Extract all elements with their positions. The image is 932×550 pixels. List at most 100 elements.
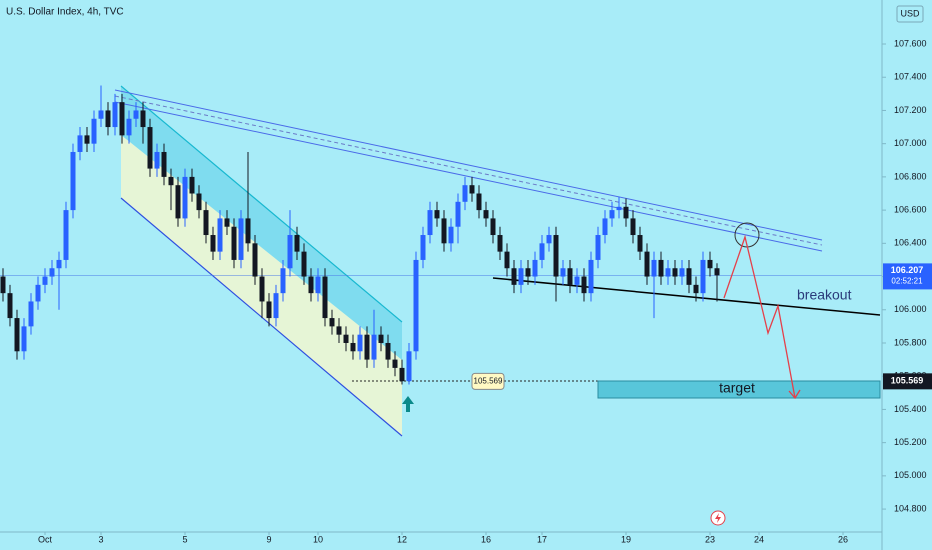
candle-body xyxy=(336,326,342,335)
candle-body xyxy=(392,359,398,368)
x-tick-label: 19 xyxy=(621,534,631,544)
candle-body xyxy=(469,185,475,194)
candle-body xyxy=(91,118,97,144)
candle-body xyxy=(322,276,328,319)
candle-body xyxy=(665,268,671,277)
candle-body xyxy=(371,334,377,360)
candle-body xyxy=(658,259,664,277)
candle-body xyxy=(714,268,720,276)
candle-body xyxy=(42,276,48,285)
y-tick-label: 107.600 xyxy=(894,38,927,48)
y-tick-label: 106.800 xyxy=(894,171,927,181)
candle-body xyxy=(595,235,601,260)
x-tick-label: 16 xyxy=(481,534,491,544)
candle-body xyxy=(112,102,118,128)
x-tick-label: 26 xyxy=(838,534,848,544)
candle-body xyxy=(315,276,321,294)
candle-body xyxy=(210,235,216,252)
y-tick-label: 107.000 xyxy=(894,138,927,148)
candle-body xyxy=(504,251,510,269)
candle-body xyxy=(525,268,531,277)
candle-body xyxy=(175,185,181,219)
candle-body xyxy=(630,218,636,236)
candle-body xyxy=(399,367,405,382)
candle-body xyxy=(651,259,657,277)
projection-arrow xyxy=(723,234,796,399)
last-price-label: 106.207 xyxy=(891,265,924,275)
candle-body xyxy=(700,259,706,294)
candle-body xyxy=(441,218,447,244)
candle-body xyxy=(147,127,153,169)
candle-body xyxy=(497,235,503,252)
candle-body xyxy=(217,218,223,252)
level-axis-label: 105.569 xyxy=(891,376,924,386)
chart-title: U.S. Dollar Index, 4h, TVC xyxy=(6,7,124,18)
x-tick-label: 10 xyxy=(313,534,323,544)
trendline xyxy=(114,89,823,241)
arrow-head xyxy=(788,389,801,400)
candle-body xyxy=(154,151,160,169)
candle-body xyxy=(413,259,419,352)
target-label: target xyxy=(719,380,755,396)
candle-body xyxy=(252,243,258,277)
candle-body xyxy=(203,210,209,236)
candle-body xyxy=(266,301,272,319)
candle-body xyxy=(0,276,6,294)
candle-body xyxy=(140,110,146,128)
y-tick-label: 106.600 xyxy=(894,204,927,214)
candle-body xyxy=(476,193,482,211)
candle-body xyxy=(546,235,552,244)
x-tick-label: Oct xyxy=(38,534,53,544)
candle-body xyxy=(602,218,608,236)
candle-body xyxy=(105,110,111,128)
candle-body xyxy=(308,276,314,294)
candle-body xyxy=(126,118,132,136)
trendline xyxy=(114,101,823,252)
candle-body xyxy=(644,251,650,277)
currency-box xyxy=(896,5,924,23)
x-tick-label: 17 xyxy=(537,534,547,544)
x-tick-label: 9 xyxy=(266,534,271,544)
candle-body xyxy=(196,193,202,211)
candle-body xyxy=(280,268,286,294)
candle-body xyxy=(133,110,139,119)
support-line xyxy=(492,277,881,316)
candle-body xyxy=(56,259,62,269)
y-tick-label: 105.800 xyxy=(894,337,927,347)
y-tick-label: 105.000 xyxy=(894,470,927,480)
y-tick-label: 104.800 xyxy=(894,503,927,513)
last-price-box xyxy=(883,263,932,290)
candle-body xyxy=(259,276,265,302)
y-tick-label: 105.400 xyxy=(894,404,927,414)
candle-body xyxy=(679,268,685,277)
level-tag-box xyxy=(471,372,505,390)
candle-body xyxy=(287,235,293,269)
candle-body xyxy=(707,259,713,269)
candle-body xyxy=(455,201,461,227)
candle-body xyxy=(350,342,356,352)
breakout-label: breakout xyxy=(797,287,852,303)
target-box xyxy=(597,380,881,399)
channel-upper-fill xyxy=(121,86,402,360)
candle-body xyxy=(483,210,489,219)
candle-body xyxy=(560,268,566,277)
candle-body xyxy=(490,218,496,236)
y-tick-label: 107.200 xyxy=(894,105,927,115)
candle-body xyxy=(623,206,629,219)
candle-body xyxy=(539,243,545,260)
candle-body xyxy=(273,293,279,319)
candle-body xyxy=(574,276,580,285)
level-tag: 105.569 xyxy=(474,376,503,385)
candle-body xyxy=(511,268,517,285)
y-tick-label: 105.200 xyxy=(894,437,927,447)
candle-body xyxy=(98,110,104,119)
y-tick-label: 106.400 xyxy=(894,238,927,248)
candle-body xyxy=(553,235,559,277)
candle-body xyxy=(63,210,69,260)
candle-body xyxy=(609,210,615,219)
candle-body xyxy=(518,268,524,285)
candle-body xyxy=(581,276,587,294)
x-tick-label: 12 xyxy=(397,534,407,544)
